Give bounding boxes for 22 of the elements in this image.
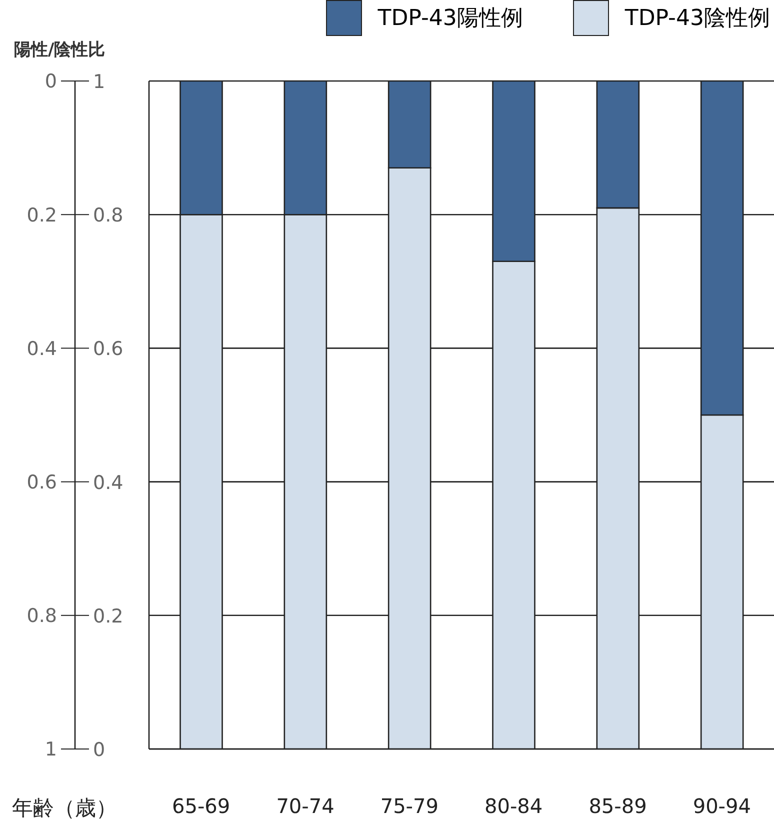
y2-tick-label: 0.8 [26,605,57,628]
y-tick-label: 0 [93,739,106,761]
x-tick-label: 65-69 [172,794,230,818]
y2-tick-label: 0 [44,70,57,93]
legend-label: TDP-43陰性例 [624,5,770,33]
legend-label: TDP-43陽性例 [378,5,523,33]
x-tick-label: 85-89 [588,794,647,818]
y2-tick-label: 0.2 [26,204,57,226]
y2-tick-label: 1 [44,738,57,761]
x-tick-label: 75-79 [380,794,438,818]
x-tick-label: 90-94 [692,794,751,818]
y-tick-label: 0.2 [93,605,124,628]
x-tick-label: 80-84 [484,794,543,818]
y-tick-label: 0.8 [93,204,124,227]
x-axis-title: 年齢（歳） [12,795,117,822]
y2-axis-title: 陽性/陰性比 [14,39,106,61]
y2-tick-label: 0.4 [26,338,57,360]
x-tick-label: 70-74 [276,794,334,818]
y-tick-label: 0.6 [93,338,124,360]
y2-tick-label: 0.6 [26,472,57,494]
y-tick-label: 0.4 [93,472,124,494]
y-tick-label: 1 [93,71,106,93]
